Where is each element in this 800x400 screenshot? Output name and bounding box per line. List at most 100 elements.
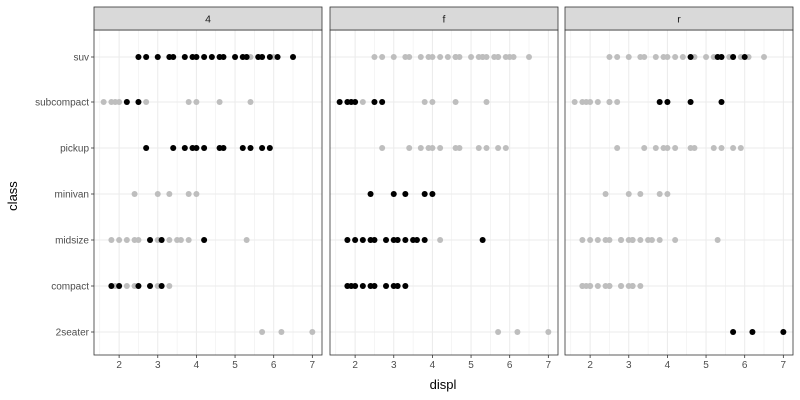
- data-point: [181, 54, 188, 60]
- y-axis-title: class: [5, 181, 20, 211]
- background-point: [247, 99, 254, 105]
- facet-strip: [564, 6, 794, 31]
- data-point: [170, 145, 177, 151]
- background-point: [637, 191, 644, 197]
- background-point: [429, 99, 436, 105]
- data-point: [429, 191, 436, 197]
- background-point: [456, 145, 463, 151]
- background-point: [606, 99, 613, 105]
- background-point: [177, 237, 184, 243]
- data-point: [780, 329, 787, 335]
- background-point: [625, 54, 632, 60]
- data-point: [201, 237, 208, 243]
- data-point: [344, 237, 351, 243]
- background-point: [679, 54, 686, 60]
- y-tick-label: subcompact: [35, 98, 89, 109]
- data-point: [359, 237, 366, 243]
- data-point: [687, 54, 694, 60]
- data-point: [201, 145, 208, 151]
- data-point: [352, 237, 359, 243]
- background-point: [618, 237, 625, 243]
- background-point: [506, 54, 513, 60]
- background-point: [614, 54, 621, 60]
- x-tick-label: 7: [781, 360, 787, 371]
- data-point: [239, 145, 246, 151]
- background-point: [116, 237, 123, 243]
- data-point: [193, 54, 200, 60]
- background-point: [143, 99, 150, 105]
- data-point: [379, 99, 386, 105]
- data-point: [181, 145, 188, 151]
- facet-panel-f: f 2 3 4 5 6 7: [329, 6, 559, 371]
- background-point: [614, 145, 621, 151]
- background-point: [100, 99, 107, 105]
- data-point: [147, 283, 154, 289]
- data-point: [220, 54, 227, 60]
- background-point: [483, 99, 490, 105]
- background-point: [406, 54, 413, 60]
- x-tick-label: 3: [391, 360, 397, 371]
- panel-background: [330, 30, 558, 355]
- background-point: [185, 191, 192, 197]
- data-point: [201, 54, 208, 60]
- background-point: [641, 145, 648, 151]
- background-point: [625, 191, 632, 197]
- background-point: [579, 237, 586, 243]
- data-point: [718, 54, 725, 60]
- facet-strip-label: r: [677, 14, 681, 26]
- background-point: [587, 99, 594, 105]
- x-tick-label: 3: [626, 360, 632, 371]
- y-tick-label: midsize: [55, 236, 89, 247]
- background-point: [421, 99, 428, 105]
- x-tick-label: 2: [352, 360, 358, 371]
- data-point: [266, 54, 273, 60]
- background-point: [166, 237, 173, 243]
- y-tick-label: pickup: [60, 144, 89, 155]
- background-point: [602, 191, 609, 197]
- data-point: [143, 54, 150, 60]
- background-point: [379, 54, 386, 60]
- data-point: [394, 237, 401, 243]
- x-tick-label: 5: [703, 360, 709, 371]
- data-point: [193, 145, 200, 151]
- facet-strip: [329, 6, 559, 31]
- background-point: [495, 329, 502, 335]
- data-point: [220, 145, 227, 151]
- x-tick-label: 7: [310, 360, 316, 371]
- background-point: [691, 145, 698, 151]
- data-point: [158, 283, 165, 289]
- x-tick-label: 2: [587, 360, 593, 371]
- background-point: [123, 237, 130, 243]
- background-point: [737, 145, 744, 151]
- data-point: [259, 145, 266, 151]
- panel-background: [94, 30, 322, 355]
- background-point: [417, 145, 424, 151]
- data-point: [741, 54, 748, 60]
- background-point: [594, 237, 601, 243]
- background-point: [637, 283, 644, 289]
- data-point: [116, 283, 123, 289]
- background-point: [594, 283, 601, 289]
- background-point: [154, 191, 161, 197]
- background-point: [278, 329, 285, 335]
- data-point: [336, 99, 343, 105]
- y-tick-label: compact: [51, 282, 89, 293]
- data-point: [266, 145, 273, 151]
- data-point: [232, 54, 239, 60]
- facet-panels: 4 2 3 4 5 6 7 f 2 3 4 5 6 7 r 2 3 4 5 6 7: [93, 6, 794, 371]
- data-point: [718, 99, 725, 105]
- x-axis-title: displ: [430, 377, 457, 392]
- data-point: [402, 237, 409, 243]
- background-point: [379, 145, 386, 151]
- data-point: [108, 283, 115, 289]
- background-point: [629, 283, 636, 289]
- facet-panel-r: r 2 3 4 5 6 7: [564, 6, 794, 371]
- background-point: [166, 283, 173, 289]
- x-tick-label: 4: [194, 360, 200, 371]
- background-point: [718, 145, 725, 151]
- x-tick-label: 4: [430, 360, 436, 371]
- background-point: [672, 54, 679, 60]
- x-tick-label: 2: [116, 360, 122, 371]
- y-tick-label: 2seater: [56, 328, 90, 339]
- data-point: [402, 283, 409, 289]
